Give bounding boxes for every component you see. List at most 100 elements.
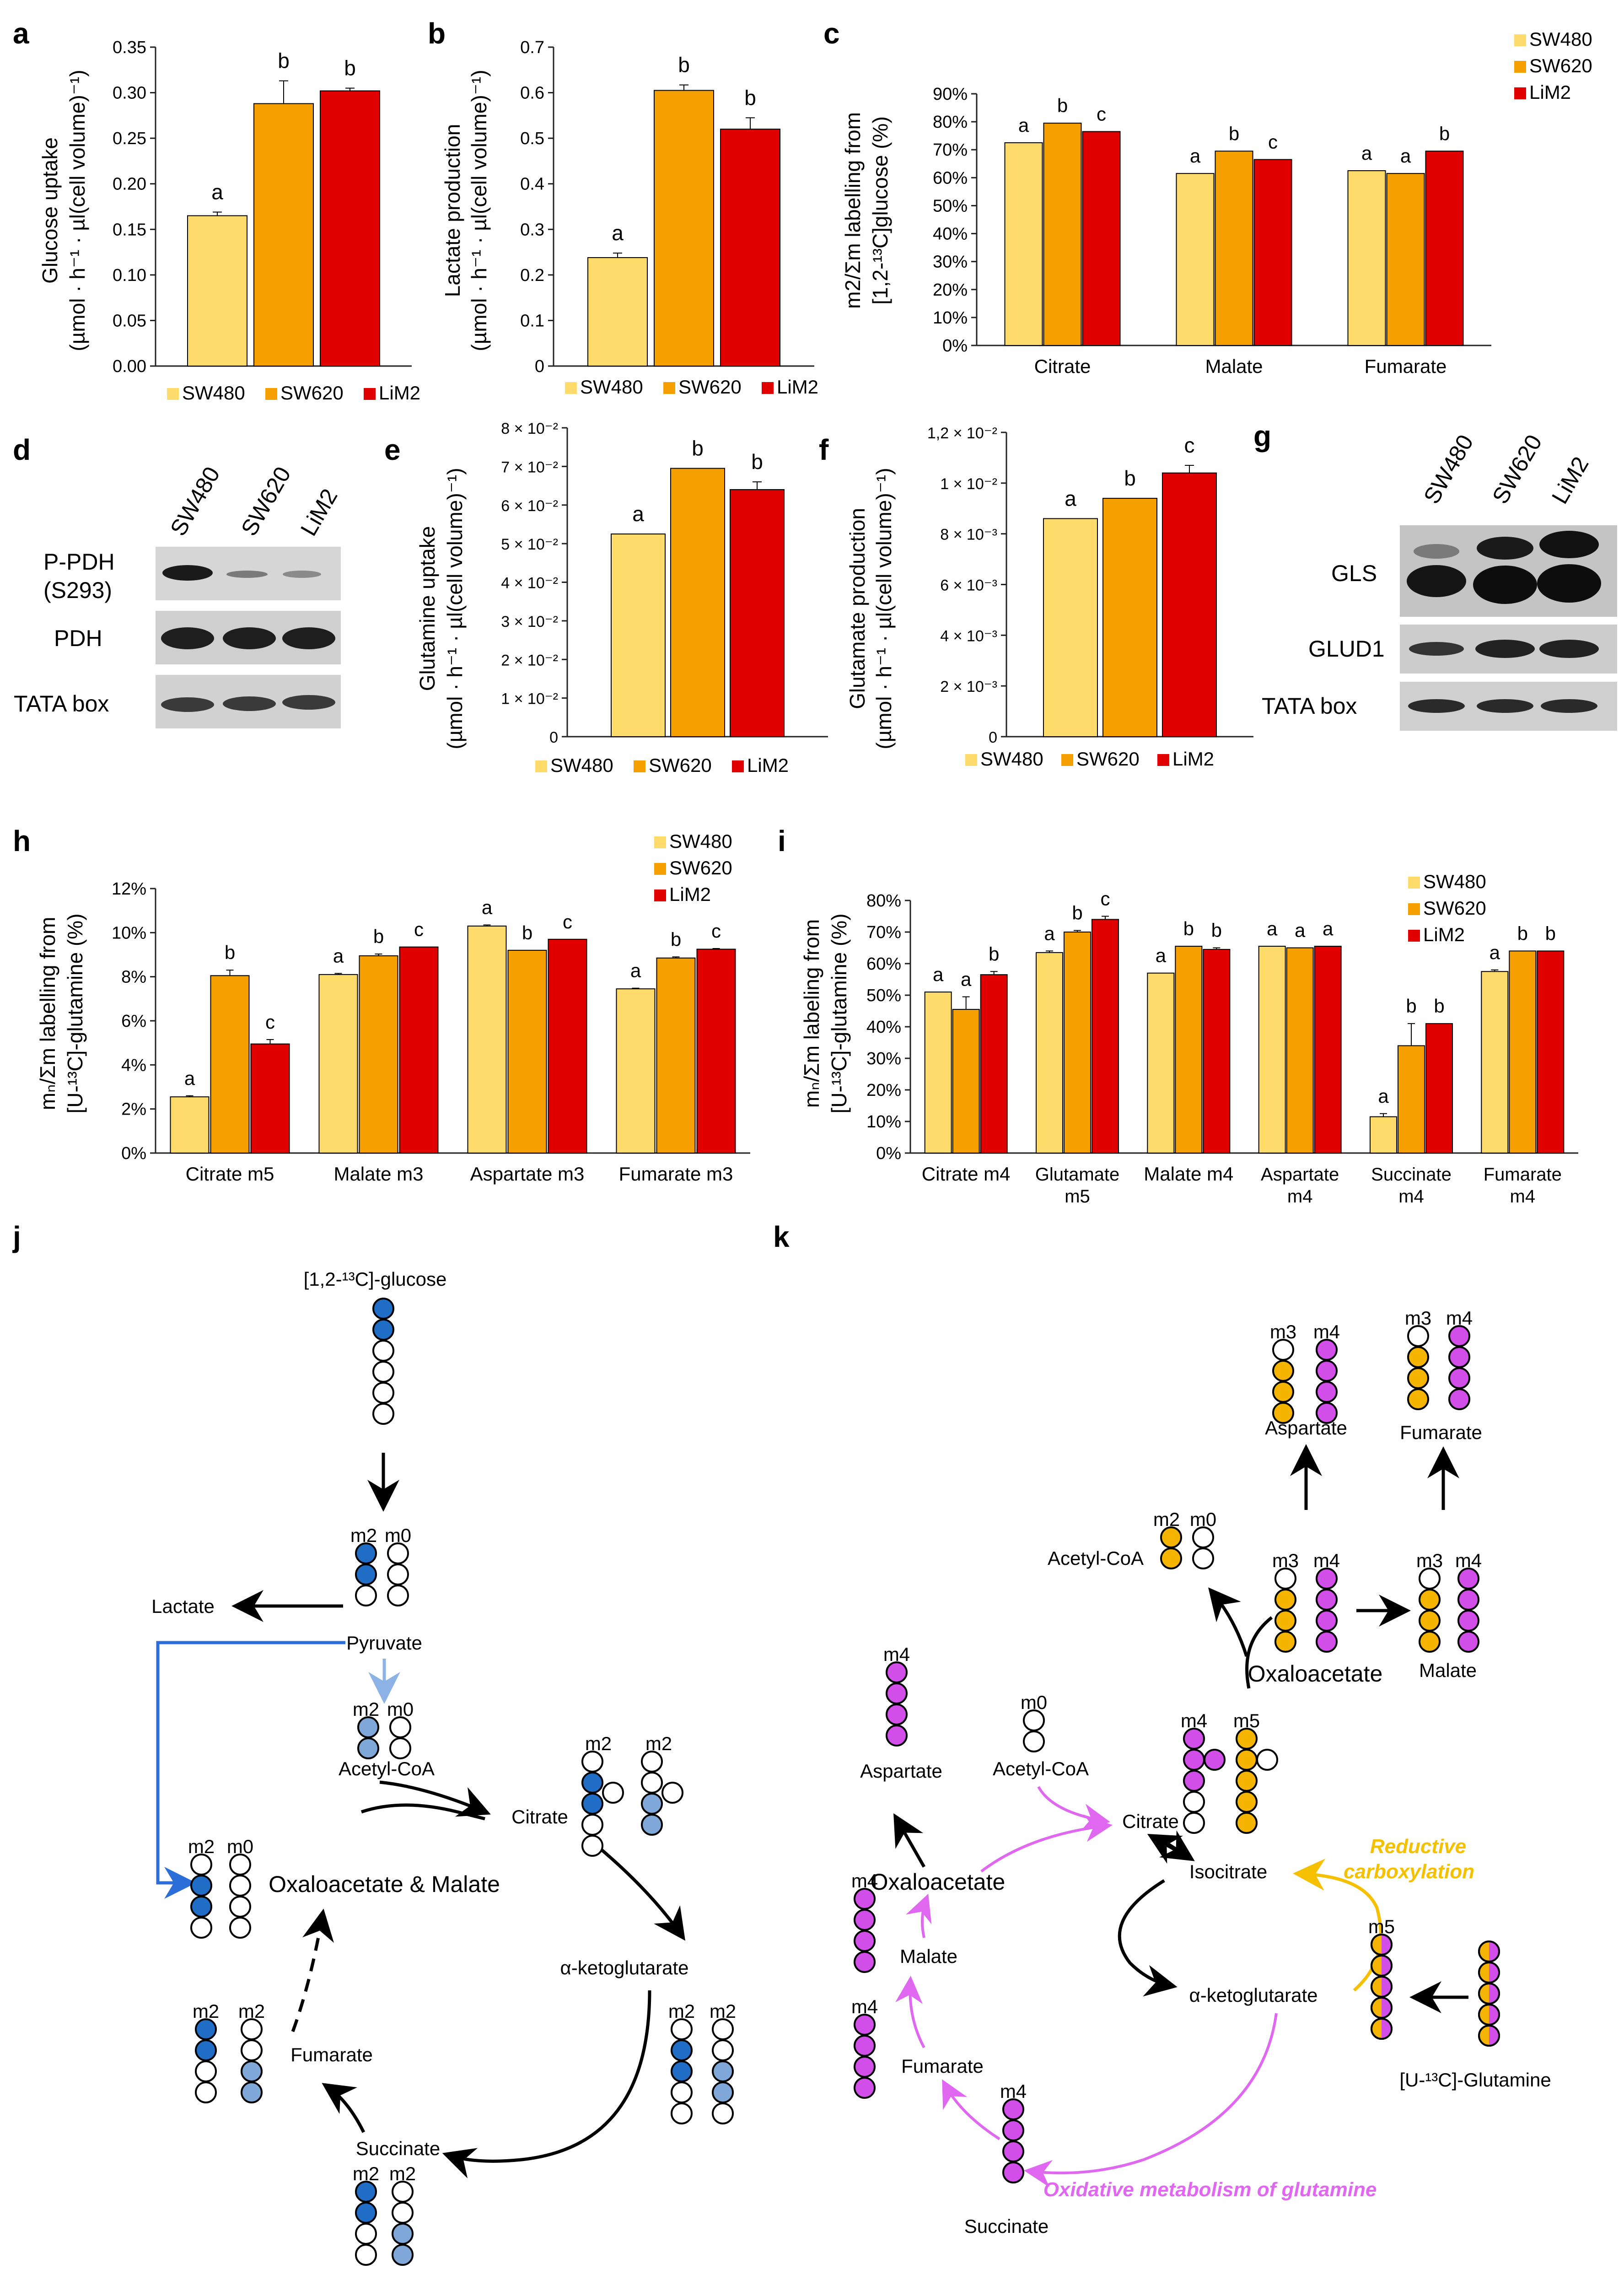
k-arrow-malate-oaa <box>906 1893 932 1938</box>
y-tick-label: 5 × 10⁻² <box>501 536 558 553</box>
k-citrate-m4-branch <box>1204 1749 1226 1771</box>
blot-band <box>223 696 276 711</box>
j-lactate-label: Lactate <box>151 1595 215 1617</box>
k-oaa-top-m4-carbon <box>1316 1631 1338 1653</box>
legend-label-sw480: SW480 <box>980 748 1043 770</box>
y-tick-label: 20% <box>866 1081 901 1100</box>
bar-sw620 <box>1064 932 1091 1153</box>
legend-swatch-sw480 <box>167 388 179 400</box>
x-category-label: Fumarate <box>1365 356 1447 377</box>
significance-letter: b <box>989 943 999 965</box>
bar-sw480 <box>1043 518 1098 737</box>
k-malate-top-m4-carbon <box>1457 1631 1479 1653</box>
bar-lim2 <box>1314 946 1342 1154</box>
k-aspartate-top-m3-carbon <box>1272 1360 1294 1382</box>
j-akg-m2b-carbon <box>712 2102 734 2124</box>
panel-letter-b: b <box>428 17 446 50</box>
y-tick-label: 30% <box>866 1049 901 1068</box>
legend-swatch-sw620 <box>1061 754 1073 766</box>
j-akg-m2b-carbon <box>712 2081 734 2103</box>
j-succinate-label: Succinate <box>356 2138 440 2159</box>
k-akg-m5-carbon-half <box>1382 1956 1392 1976</box>
significance-letter: a <box>612 221 624 245</box>
y-tick-label: 8% <box>121 968 146 987</box>
significance-letter: a <box>211 180 223 204</box>
blot-band <box>1539 531 1599 558</box>
j-acoa-m0-carbon <box>389 1716 411 1738</box>
j-oaa-m2-carbon <box>190 1917 212 1939</box>
bar-sw480 <box>187 215 247 367</box>
legend-swatch-lim2 <box>732 760 744 772</box>
k-fumarate-top-m4-carbon <box>1448 1346 1470 1368</box>
k-glutamine-carbon-half <box>1489 1984 1499 2004</box>
j-fumarate-m2b-carbon <box>241 2081 263 2103</box>
bar-sw480 <box>1036 952 1063 1154</box>
j-pyruvate-m0-carbon <box>387 1563 409 1585</box>
chart-h: 0% 2% 4% 6% 8% 10% 12% a b c Citrate m5 a b c Malate m… <box>112 879 750 1185</box>
legend-swatch-sw620 <box>634 760 645 772</box>
bar-lim2 <box>1162 472 1217 737</box>
legend-label-lim2: LiM2 <box>1423 924 1465 945</box>
k-malate-top-m3-carbon <box>1419 1568 1441 1590</box>
ylabel-e-1: Glutamine uptake <box>415 526 439 691</box>
blot-band <box>161 627 214 649</box>
k-oxaloacetate-label: Oxaloacetate <box>871 1869 1006 1895</box>
significance-letter: b <box>1124 466 1136 490</box>
k-fumarate-top-m3-carbon <box>1407 1346 1429 1368</box>
k-oxidative-label: Oxidative metabolism of glutamine <box>1043 2178 1377 2201</box>
legend-label-lim2: LiM2 <box>669 884 711 905</box>
j-succinate-m2a-carbon <box>355 2223 377 2245</box>
j-acoa-m2: m2 <box>353 1698 379 1720</box>
j-glucose-carbon <box>372 1382 394 1404</box>
k-glutamine-carbon-half <box>1489 2005 1499 2025</box>
k-aspartate-top-m3-carbon <box>1272 1339 1294 1361</box>
blot-g-label-tata: TATA box <box>1262 693 1357 719</box>
bar-sw480 <box>616 988 656 1154</box>
j-cit-m2b: m2 <box>645 1733 672 1754</box>
ylabel-a-1: Glucose uptake <box>38 137 62 284</box>
legend-label-sw620: SW620 <box>678 376 742 398</box>
y-tick-label: 30% <box>933 253 968 272</box>
j-acetylcoa-label: Acetyl-CoA <box>339 1758 435 1779</box>
j-cit-m2a: m2 <box>585 1733 612 1754</box>
j-arrow-fumarate-oaa <box>291 1908 334 2032</box>
y-tick-label: 0.3 <box>520 220 544 239</box>
j-oaa-m2-carbon <box>190 1854 212 1876</box>
significance-letter: a <box>632 502 644 526</box>
y-tick-label: 10% <box>112 923 146 943</box>
k-acoa-top-m2-carbon <box>1160 1526 1182 1548</box>
j-citrate-branch-carbon <box>602 1782 624 1804</box>
legend-b: SW480 SW620 LiM2 <box>565 376 818 398</box>
y-tick-label: 50% <box>933 196 968 216</box>
j-fumarate-m2a-carbon <box>195 2039 217 2061</box>
j-fumarate-m2a-carbon <box>195 2018 217 2040</box>
diagram-k: m3 m4 Aspartate m3 m4 Fumarate m2 m0 Ace… <box>851 1307 1551 2237</box>
panel-letter-k: k <box>773 1220 790 1253</box>
j-pyruvate-m2-carbon <box>355 1563 377 1585</box>
j-arrow-akg-succinate <box>442 1990 651 2178</box>
significance-letter: c <box>1184 433 1195 457</box>
k-arrow-isocitrate-akg <box>1118 1879 1178 1997</box>
j-arrow-acetylcoa-citrate <box>379 1780 491 1817</box>
y-tick-label: 70% <box>933 140 968 160</box>
k-arrow-akg-succinate <box>1024 2013 1278 2188</box>
j-glucose-carbon <box>372 1403 394 1425</box>
k-glutamine-label: [U-¹³C]-Glutamine <box>1399 2069 1551 2091</box>
y-tick-label: 0 <box>535 357 544 376</box>
j-pyr-m2: m2 <box>350 1525 377 1546</box>
k-succinate-m4-carbon <box>1002 2161 1024 2183</box>
j-isotopologue-circles <box>190 1298 734 2266</box>
j-akg-label: α-ketoglutarate <box>560 1957 688 1978</box>
legend-e: SW480 SW620 LiM2 <box>535 755 789 776</box>
chart-f: 0 2 × 10⁻³ 4 × 10⁻³ 6 × 10⁻³ 8 × 10⁻³ 1 × 10⁻… <box>927 425 1253 746</box>
x-category-label: Citrate m4 <box>922 1163 1011 1185</box>
k-fumarate-top-m3-carbon <box>1407 1325 1429 1347</box>
k-glutamine-carbon-half <box>1489 1941 1499 1962</box>
panel-letter-g: g <box>1253 420 1271 453</box>
k-akg-m5-carbon-half <box>1382 1977 1392 1997</box>
ylabel-e-2: (µmol · h⁻¹ · µl(cell volume)⁻¹) <box>443 468 467 749</box>
k-malate-m4-carbon <box>854 1888 876 1910</box>
ylabel-c-1: m2/Σm labelling from <box>841 112 865 309</box>
y-tick-label: 40% <box>866 1018 901 1037</box>
legend-label-sw480: SW480 <box>580 376 643 398</box>
